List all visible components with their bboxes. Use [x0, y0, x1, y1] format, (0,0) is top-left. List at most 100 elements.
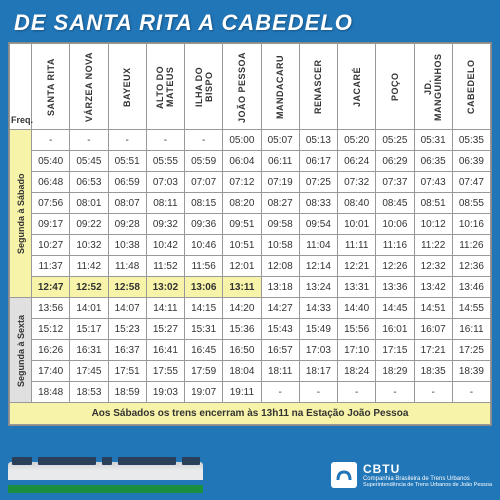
time-cell: 08:11	[146, 193, 184, 214]
time-cell: 17:21	[414, 340, 452, 361]
time-row: Segunda à Sexta13:5614:0114:0714:1114:15…	[10, 298, 491, 319]
time-cell: 08:40	[338, 193, 376, 214]
station-header: MANDACARU	[261, 44, 299, 130]
time-cell: -	[70, 130, 108, 151]
time-cell: 06:04	[223, 151, 261, 172]
time-cell: 19:11	[223, 382, 261, 403]
time-cell: 08:15	[185, 193, 223, 214]
time-cell: 05:55	[146, 151, 184, 172]
time-cell: 10:12	[414, 214, 452, 235]
time-cell: 18:04	[223, 361, 261, 382]
time-cell: 17:03	[299, 340, 337, 361]
time-cell: 16:11	[452, 319, 490, 340]
time-cell: -	[261, 382, 299, 403]
route-title: DE SANTA RITA A CABEDELO	[8, 8, 492, 42]
time-cell: 13:31	[338, 277, 376, 298]
time-cell: 07:03	[146, 172, 184, 193]
time-cell: 09:54	[299, 214, 337, 235]
time-cell: 17:25	[452, 340, 490, 361]
time-row: 16:2616:3116:3716:4116:4516:5016:5717:03…	[10, 340, 491, 361]
time-cell: 15:43	[261, 319, 299, 340]
time-cell: 17:15	[376, 340, 414, 361]
time-cell: 09:32	[146, 214, 184, 235]
time-cell: 12:21	[338, 256, 376, 277]
time-cell: 12:08	[261, 256, 299, 277]
time-cell: 07:43	[414, 172, 452, 193]
time-cell: 18:39	[452, 361, 490, 382]
time-cell: 17:51	[108, 361, 146, 382]
time-cell: 13:42	[414, 277, 452, 298]
time-cell: 06:53	[70, 172, 108, 193]
time-cell: 06:11	[261, 151, 299, 172]
time-cell: -	[452, 382, 490, 403]
time-cell: 19:07	[185, 382, 223, 403]
time-cell: 11:16	[376, 235, 414, 256]
time-cell: 12:47	[32, 277, 70, 298]
time-cell: 11:37	[32, 256, 70, 277]
time-cell: 10:58	[261, 235, 299, 256]
time-cell: 13:36	[376, 277, 414, 298]
time-cell: 05:25	[376, 130, 414, 151]
time-cell: 06:48	[32, 172, 70, 193]
station-header: ILHA DO BISPO	[185, 44, 223, 130]
time-cell: 14:33	[299, 298, 337, 319]
time-cell: -	[338, 382, 376, 403]
time-cell: 06:17	[299, 151, 337, 172]
station-header: CABEDELO	[452, 44, 490, 130]
time-row: 11:3711:4211:4811:5211:5612:0112:0812:14…	[10, 256, 491, 277]
time-cell: 05:00	[223, 130, 261, 151]
time-row: 10:2710:3210:3810:4210:4610:5110:5811:04…	[10, 235, 491, 256]
time-cell: 11:04	[299, 235, 337, 256]
time-cell: 13:46	[452, 277, 490, 298]
time-row: 09:1709:2209:2809:3209:3609:5109:5809:54…	[10, 214, 491, 235]
time-cell: 07:37	[376, 172, 414, 193]
time-cell: 16:57	[261, 340, 299, 361]
time-cell: 14:15	[185, 298, 223, 319]
time-cell: 18:24	[338, 361, 376, 382]
time-cell: -	[299, 382, 337, 403]
time-cell: 07:12	[223, 172, 261, 193]
time-cell: 12:36	[452, 256, 490, 277]
time-cell: 16:37	[108, 340, 146, 361]
time-cell: 15:56	[338, 319, 376, 340]
time-row: 07:5608:0108:0708:1108:1508:2008:2708:33…	[10, 193, 491, 214]
side-label-friday: Segunda à Sexta	[10, 298, 32, 403]
time-cell: 05:13	[299, 130, 337, 151]
time-cell: 06:24	[338, 151, 376, 172]
time-cell: 10:42	[146, 235, 184, 256]
time-cell: 12:14	[299, 256, 337, 277]
time-cell: 05:20	[338, 130, 376, 151]
footer: CBTU Companhia Brasileira de Trens Urban…	[8, 454, 492, 496]
time-cell: 14:11	[146, 298, 184, 319]
time-cell: 12:32	[414, 256, 452, 277]
time-cell: 09:58	[261, 214, 299, 235]
time-cell: 08:45	[376, 193, 414, 214]
side-label-saturday: Segunda à Sábado	[10, 130, 32, 298]
time-cell: 08:33	[299, 193, 337, 214]
time-cell: 07:19	[261, 172, 299, 193]
time-cell: 13:56	[32, 298, 70, 319]
time-row: 15:1215:1715:2315:2715:3115:3615:4315:49…	[10, 319, 491, 340]
time-cell: 18:53	[70, 382, 108, 403]
time-cell: 14:40	[338, 298, 376, 319]
station-header: SANTA RITA	[32, 44, 70, 130]
time-cell: 10:32	[70, 235, 108, 256]
time-cell: 07:25	[299, 172, 337, 193]
time-cell: 05:40	[32, 151, 70, 172]
time-cell: 10:38	[108, 235, 146, 256]
time-cell: 05:31	[414, 130, 452, 151]
time-cell: -	[146, 130, 184, 151]
time-cell: 10:01	[338, 214, 376, 235]
time-cell: 10:06	[376, 214, 414, 235]
time-cell: 05:59	[185, 151, 223, 172]
time-cell: 08:51	[414, 193, 452, 214]
time-cell: 08:01	[70, 193, 108, 214]
time-cell: -	[185, 130, 223, 151]
time-cell: 14:20	[223, 298, 261, 319]
time-cell: 05:45	[70, 151, 108, 172]
time-cell: 15:12	[32, 319, 70, 340]
time-row: 12:4712:5212:5813:0213:0613:1113:1813:24…	[10, 277, 491, 298]
time-cell: 18:35	[414, 361, 452, 382]
time-cell: 13:02	[146, 277, 184, 298]
time-cell: 10:16	[452, 214, 490, 235]
